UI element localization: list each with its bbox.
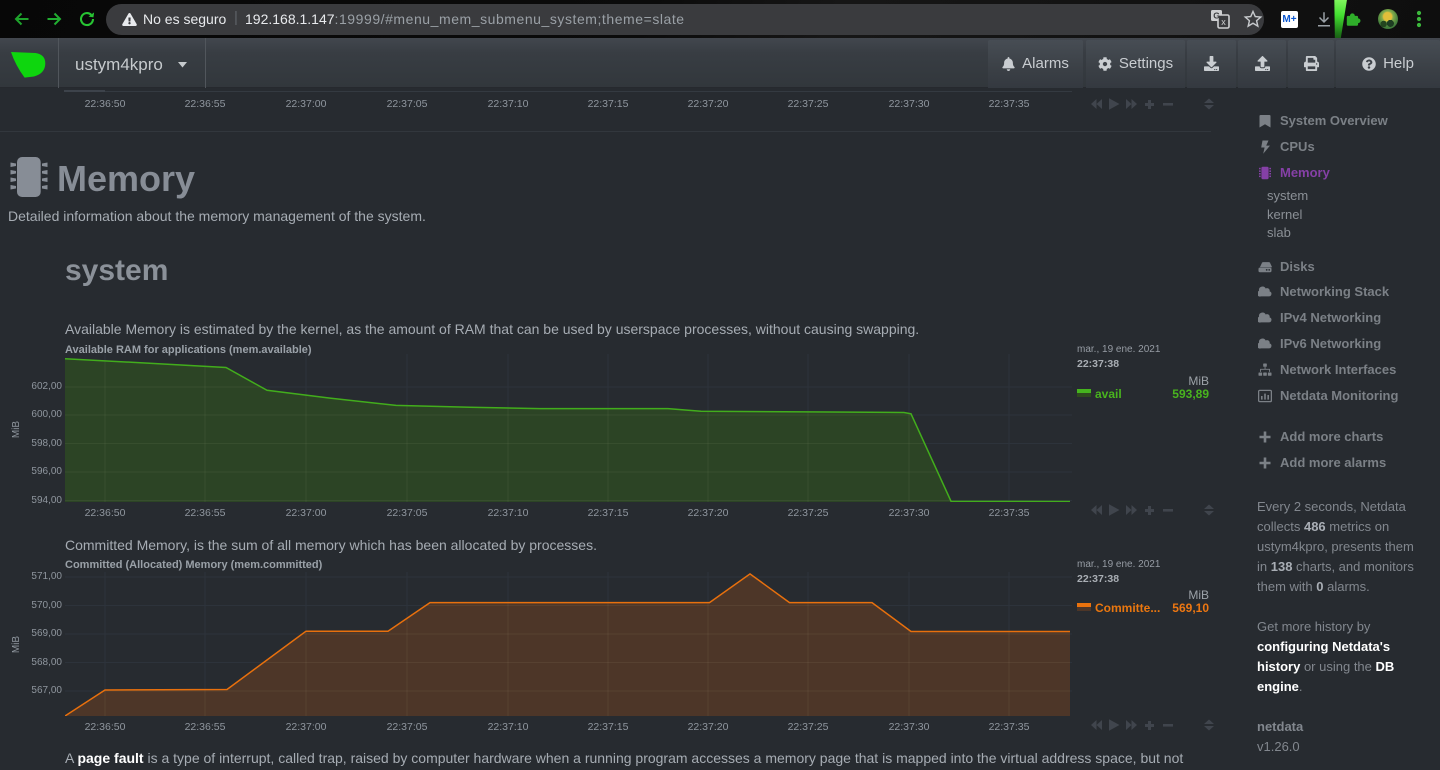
svg-text:x: x — [1221, 17, 1226, 27]
svg-text:G: G — [1213, 11, 1220, 21]
